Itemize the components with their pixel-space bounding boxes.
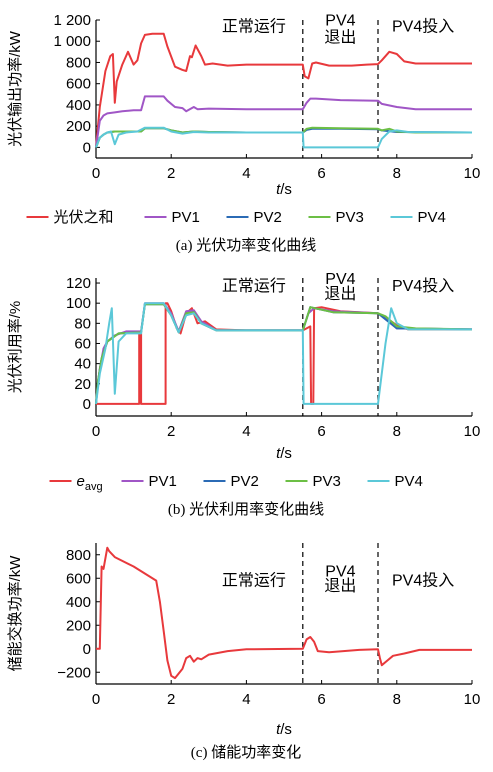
y-tick-label: 40 [74,356,91,373]
series-line-PV3 [95,303,473,404]
panel-caption: (a) 光伏功率变化曲线 [176,237,316,254]
legend-label: PV2 [254,209,282,226]
y-axis-label: 光伏输出功率/kW [7,30,24,147]
x-axis-label: t/s [276,445,292,462]
y-tick-label: 600 [66,570,91,587]
annotation-label: 正常运行 [222,18,286,36]
series-line-e [96,302,472,405]
x-tick-label: 0 [92,165,100,182]
x-tick-label: 4 [242,165,250,182]
x-tick-label: 8 [393,423,401,440]
y-tick-label: −200 [57,664,91,681]
legend-label: PV3 [336,209,364,226]
series-line-PV4 [95,302,472,405]
x-tick-label: 10 [464,691,481,708]
panel-a-pv-power: 0 200 400 600 800 1 000 1 200 0 2 4 6 8 10 光伏输出功率/kW t… [7,12,480,254]
y-tick-label: 800 [66,547,91,564]
x-tick-label: 8 [393,691,401,708]
annotation-label: PV4投入 [392,18,454,36]
annotation-label: PV4投入 [392,571,454,589]
x-tick-label: 10 [464,423,481,440]
y-tick-label: 80 [74,315,91,332]
x-tick-label: 6 [317,165,325,182]
x-tick-label: 6 [317,423,325,440]
x-tick-label: 0 [92,691,100,708]
x-tick-label: 0 [92,423,100,440]
series-line-PV1 [95,302,473,404]
y-tick-label: 600 [66,76,91,93]
series-line-光伏之和 [95,32,472,148]
x-axis-label: t/s [276,181,292,198]
x-tick-label: 2 [167,423,175,440]
legend-label: PV2 [231,473,259,490]
y-tick-label: 120 [66,275,91,292]
legend-label: PV3 [313,473,341,490]
y-tick-label: 100 [66,295,91,312]
y-tick-label: 400 [66,594,91,611]
legend-label: eavg [77,473,103,493]
legend-label: PV4 [395,473,423,490]
y-tick-label: 1 000 [53,33,91,50]
legend-label: PV1 [172,209,200,226]
annotation-label: PV4 [325,12,355,29]
y-tick-label: 0 [83,641,91,658]
x-tick-label: 10 [464,165,481,182]
annotation-label: 正常运行 [222,571,286,589]
x-tick-label: 6 [317,691,325,708]
annotation-label: PV4 [325,563,355,580]
y-tick-label: 0 [83,396,91,413]
y-tick-label: 200 [66,118,91,135]
series-line-storage [96,546,472,680]
annotation-label: PV4投入 [392,277,454,295]
series-line-PV1 [95,95,472,148]
y-tick-label: 20 [74,376,91,393]
annotation-label: PV4 [325,271,355,288]
annotation-label: 正常运行 [222,277,286,295]
y-tick-label: 0 [83,139,91,156]
legend-label: 光伏之和 [54,209,114,226]
annotation-label: 退出 [324,577,356,595]
panel-caption: (c) 储能功率变化 [191,744,301,761]
x-tick-label: 4 [242,423,250,440]
x-tick-label: 2 [167,165,175,182]
x-axis-label: t/s [276,721,292,738]
series-line-PV3 [95,126,472,148]
y-tick-label: 200 [66,617,91,634]
panel-caption: (b) 光伏利用率变化曲线 [168,501,324,518]
legend-label: PV4 [418,209,446,226]
x-tick-label: 4 [242,691,250,708]
y-axis-label: 储能交换功率/kW [6,555,24,672]
annotation-label: 退出 [324,285,356,303]
x-tick-label: 8 [393,165,401,182]
y-tick-label: 400 [66,97,91,114]
series-line-PV4 [95,126,473,149]
y-tick-label: 60 [74,335,91,352]
legend-label: PV1 [149,473,177,490]
y-tick-label: 800 [66,54,91,71]
annotation-label: 退出 [324,28,356,46]
y-tick-label: 1 200 [53,12,91,29]
x-tick-label: 2 [167,691,175,708]
y-axis-label: 光伏利用率/% [7,301,24,394]
series-line-PV2 [95,303,473,404]
